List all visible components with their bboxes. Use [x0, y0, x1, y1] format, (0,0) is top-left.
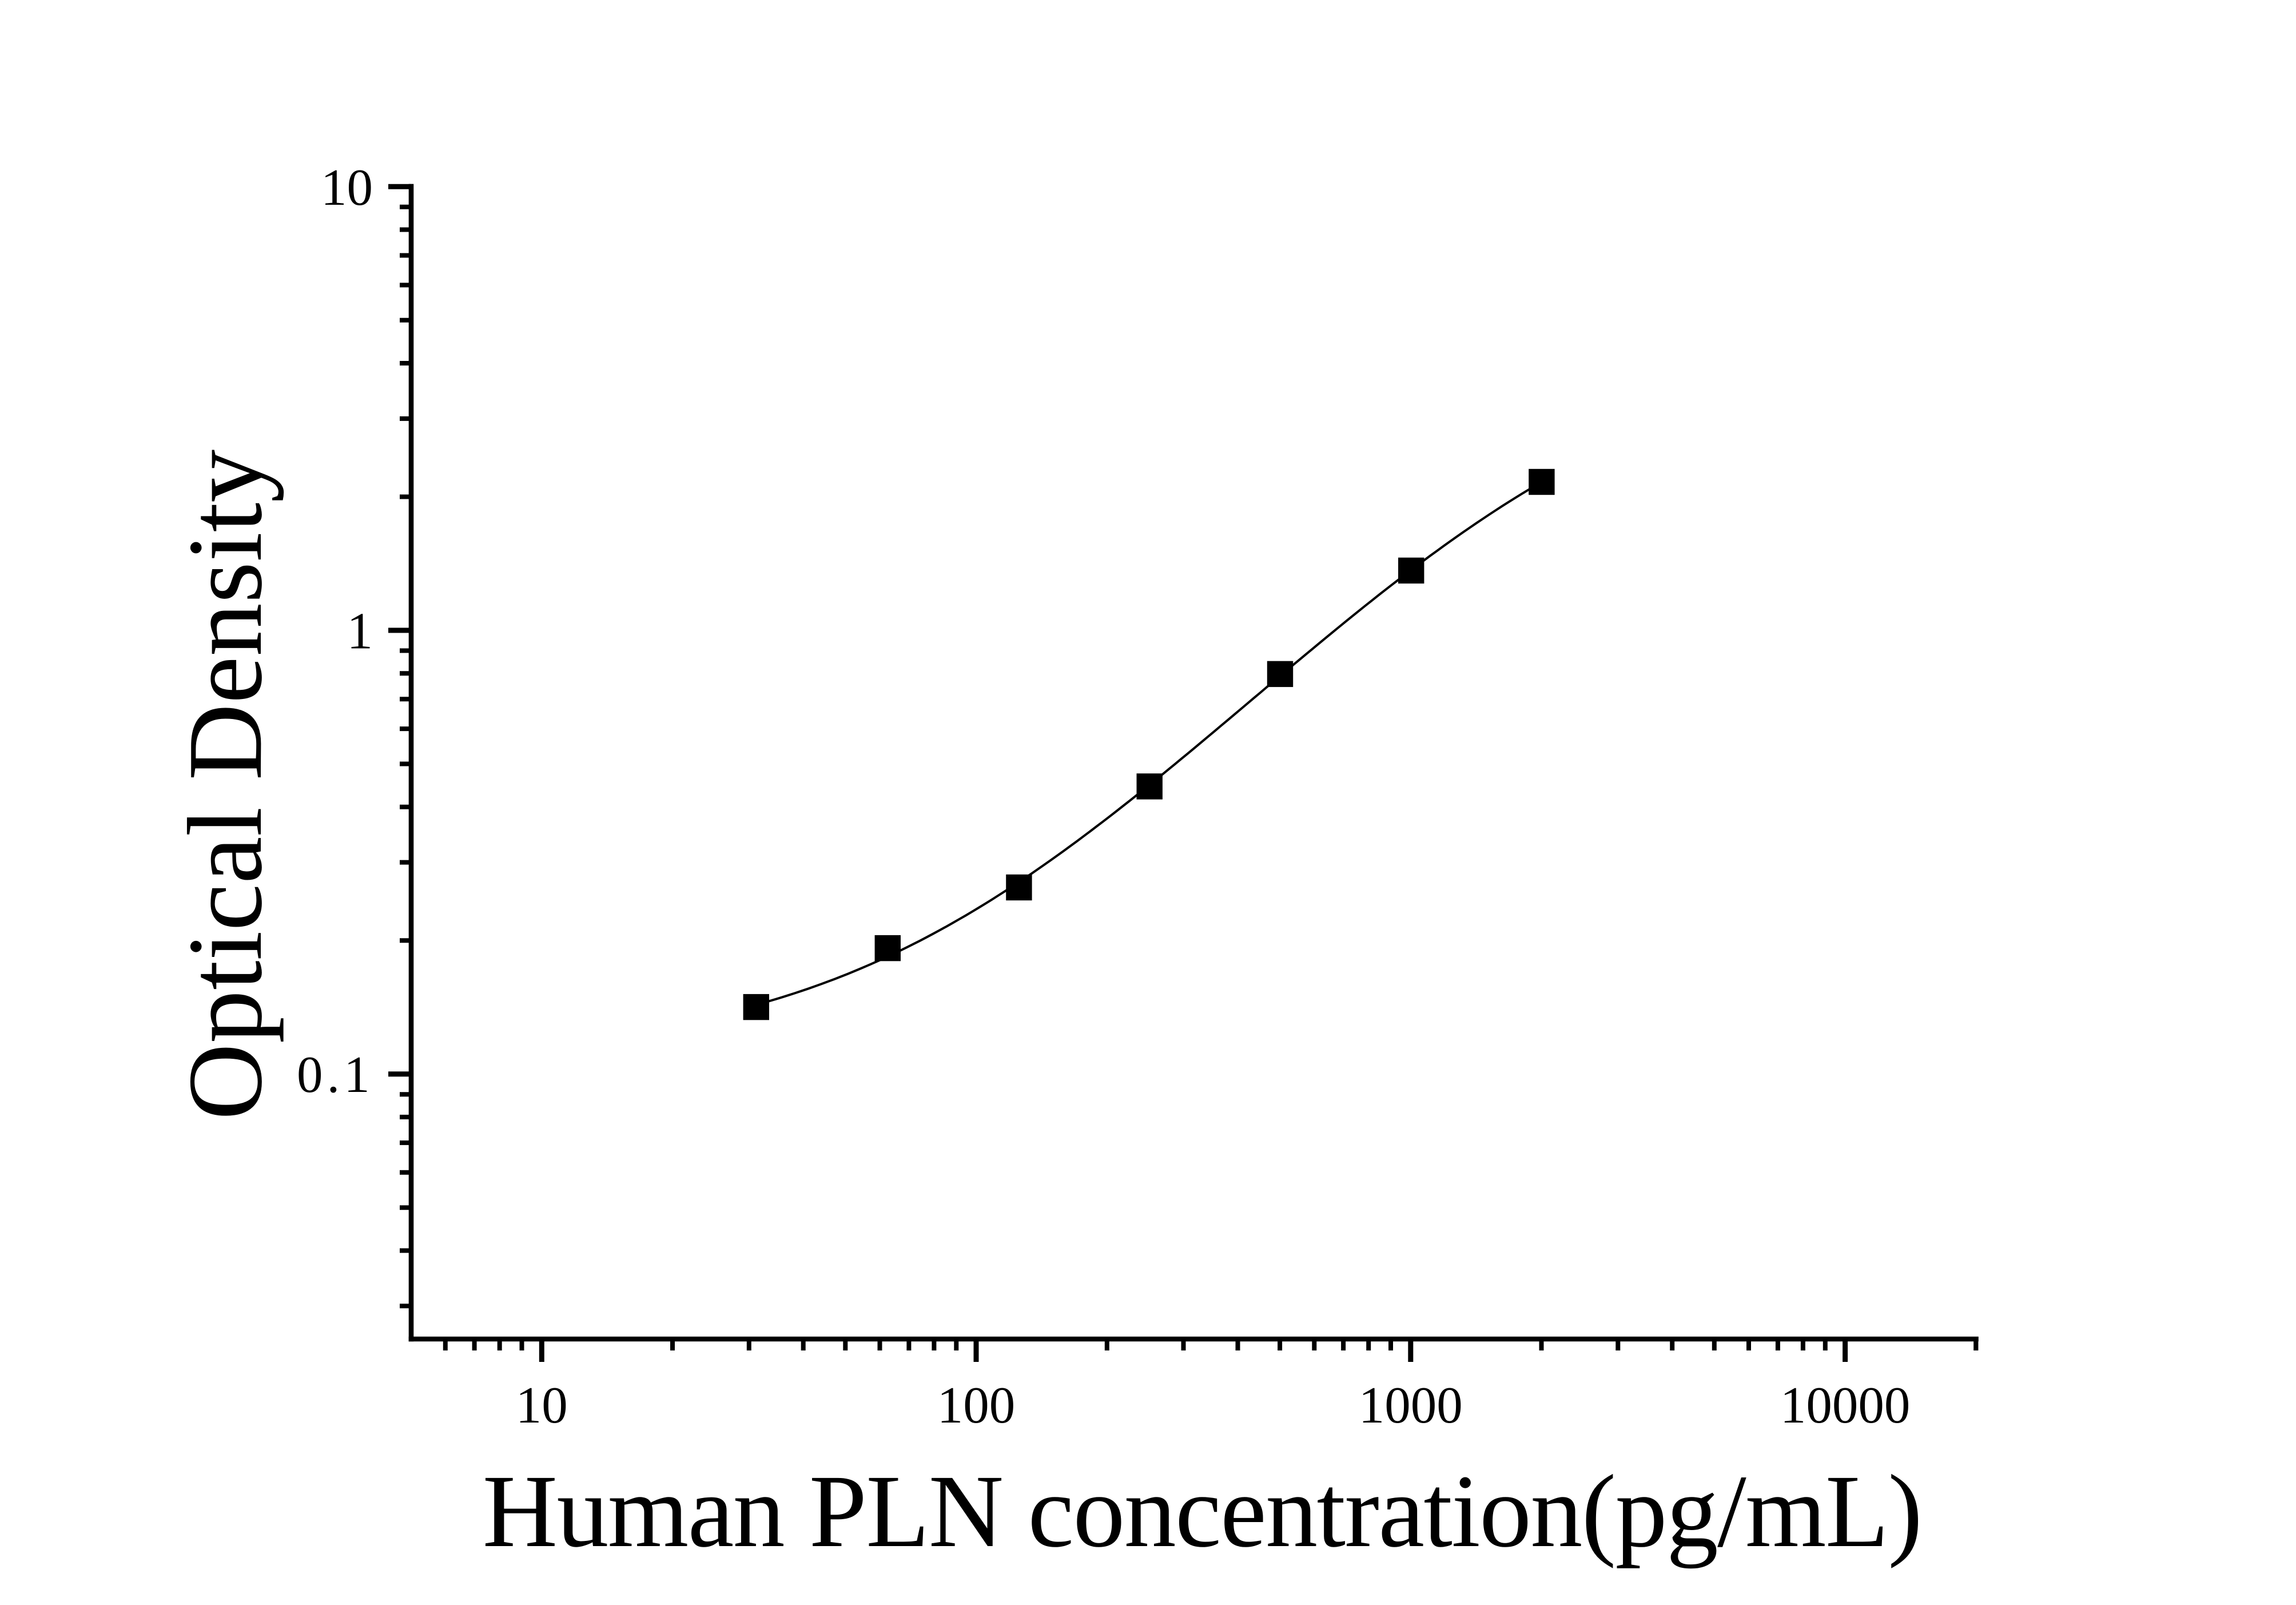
- svg-text:Human PLN concentration(pg/mL): Human PLN concentration(pg/mL): [483, 1454, 1922, 1569]
- svg-text:100: 100: [937, 1376, 1016, 1434]
- svg-text:10: 10: [516, 1376, 568, 1434]
- svg-text:Optical Density: Optical Density: [166, 450, 284, 1121]
- svg-text:10000: 10000: [1780, 1376, 1911, 1434]
- svg-text:10: 10: [321, 158, 373, 216]
- svg-text:1000: 1000: [1359, 1376, 1463, 1434]
- svg-text:0.1: 0.1: [297, 1046, 374, 1103]
- svg-text:1: 1: [347, 602, 373, 660]
